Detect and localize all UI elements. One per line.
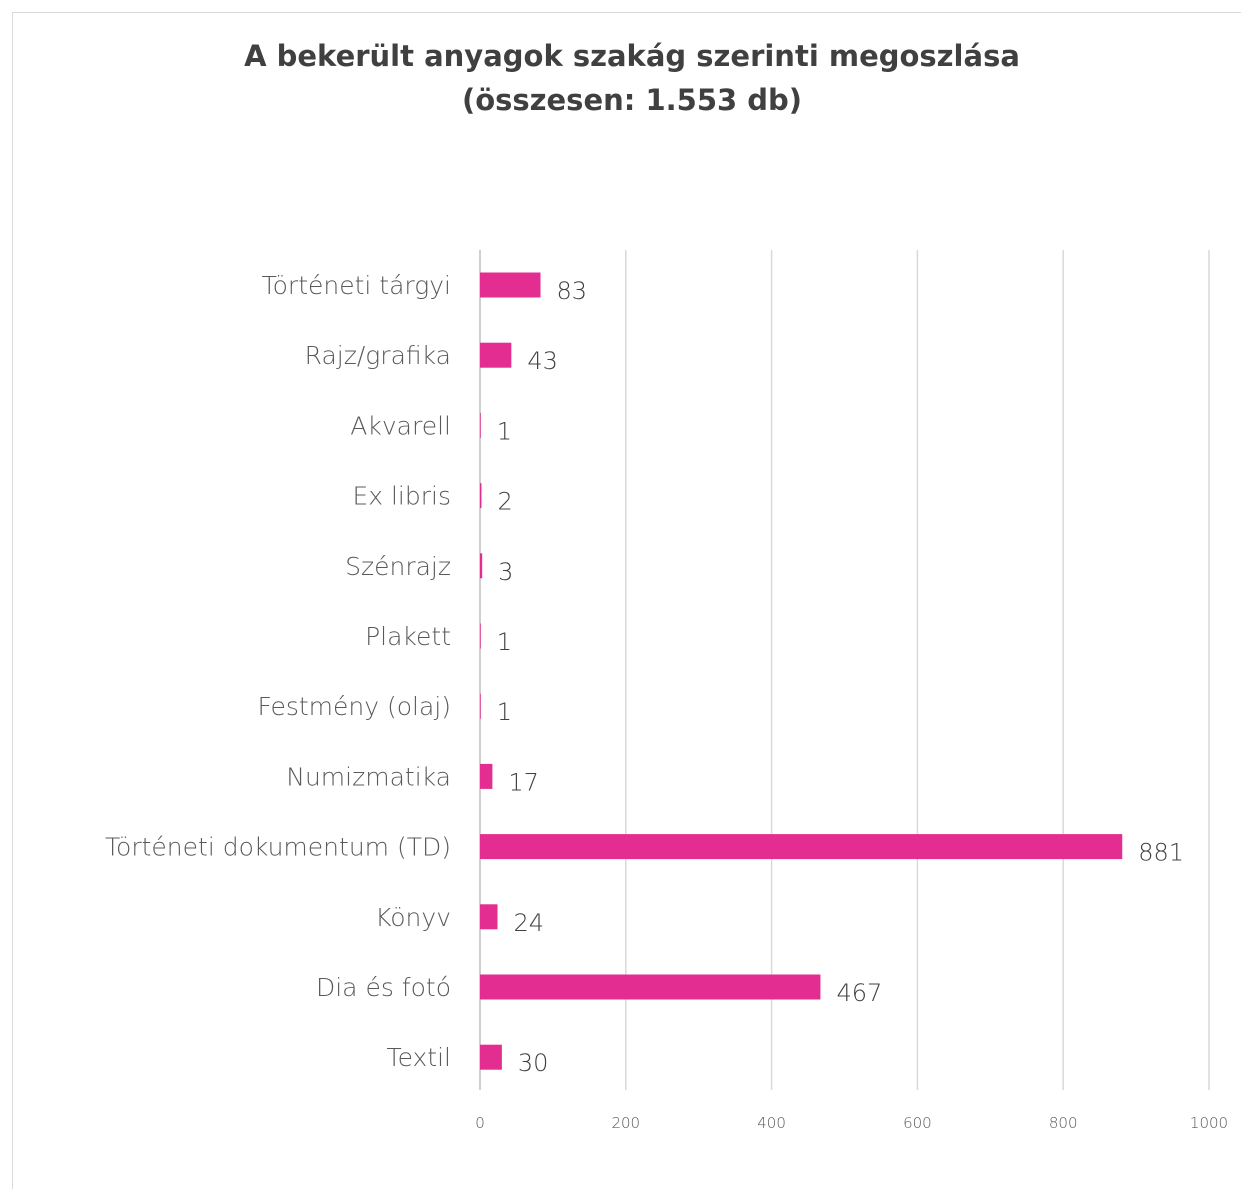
category-label: Szénrajz bbox=[345, 552, 451, 581]
value-label: 1 bbox=[497, 417, 512, 445]
value-label: 3 bbox=[498, 558, 513, 586]
x-tick-label: 600 bbox=[903, 1114, 932, 1132]
x-tick-label: 1000 bbox=[1190, 1114, 1228, 1132]
value-label: 2 bbox=[497, 488, 512, 516]
value-label: 881 bbox=[1138, 839, 1184, 867]
value-label: 17 bbox=[508, 768, 539, 796]
bar bbox=[480, 623, 481, 649]
grid-lines bbox=[479, 250, 1210, 1090]
x-tick-labels: 0 200 400 600 800 1000 bbox=[475, 1114, 1228, 1132]
x-tick-label: 0 bbox=[475, 1114, 485, 1132]
category-label: Numizmatika bbox=[286, 762, 451, 791]
category-label: Ex libris bbox=[352, 482, 451, 511]
category-labels: Történeti tárgyi Rajz/grafika Akvarell Ex l… bbox=[105, 271, 451, 1072]
bar bbox=[480, 272, 541, 298]
bar bbox=[480, 412, 481, 438]
x-tick-label: 800 bbox=[1049, 1114, 1078, 1132]
category-label: Történeti tárgyi bbox=[262, 271, 451, 300]
category-label: Plakett bbox=[365, 622, 451, 651]
bar bbox=[480, 693, 481, 719]
bar bbox=[480, 342, 512, 368]
x-tick-label: 200 bbox=[611, 1114, 640, 1132]
category-label: Történeti dokumentum (TD) bbox=[105, 833, 451, 862]
value-label: 1 bbox=[497, 698, 512, 726]
category-label: Textil bbox=[387, 1043, 451, 1072]
bar bbox=[480, 1044, 502, 1070]
chart-title-block: A bekerült anyagok szakág szerinti megos… bbox=[0, 34, 1241, 122]
value-label: 1 bbox=[497, 628, 512, 656]
x-tick-label: 400 bbox=[757, 1114, 786, 1132]
category-label: Akvarell bbox=[350, 411, 451, 440]
bars bbox=[480, 272, 1123, 1070]
bar bbox=[480, 483, 482, 509]
bar bbox=[480, 904, 498, 930]
bar bbox=[480, 974, 821, 1000]
value-label: 24 bbox=[513, 909, 544, 937]
bar bbox=[480, 834, 1123, 860]
value-label: 43 bbox=[527, 347, 558, 375]
category-label: Könyv bbox=[375, 903, 451, 932]
chart-title: A bekerült anyagok szakág szerinti megos… bbox=[244, 39, 1020, 73]
category-label: Rajz/grafika bbox=[305, 341, 451, 370]
category-label: Dia és fotó bbox=[316, 973, 451, 1002]
bar bbox=[480, 553, 483, 579]
value-label: 467 bbox=[836, 979, 882, 1007]
value-label: 83 bbox=[557, 277, 588, 305]
value-labels: 83 43 1 2 3 1 1 17 881 24 467 30 bbox=[497, 277, 1184, 1077]
chart-frame bbox=[12, 12, 1241, 1189]
chart-subtitle: (összesen: 1.553 db) bbox=[461, 83, 803, 117]
value-label: 30 bbox=[518, 1049, 549, 1077]
bar bbox=[480, 763, 493, 789]
category-label: Festmény (olaj) bbox=[257, 692, 451, 721]
